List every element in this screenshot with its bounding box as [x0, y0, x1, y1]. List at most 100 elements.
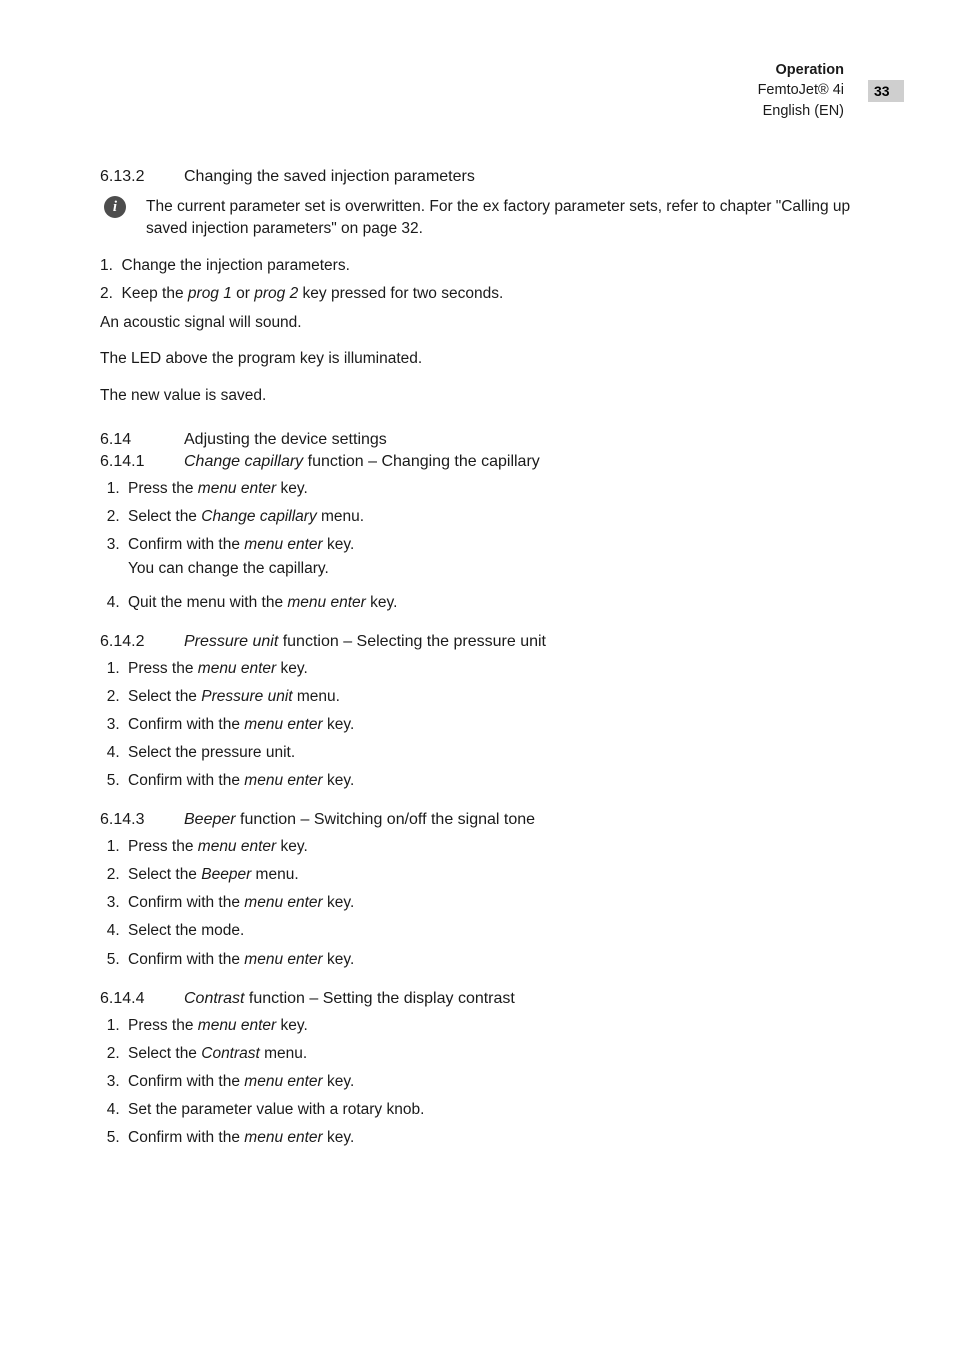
- list-item: Press the menu enter key.: [124, 477, 874, 501]
- t: menu enter: [198, 1017, 276, 1034]
- list-item: Quit the menu with the menu enter key.: [124, 591, 874, 615]
- led-line: The LED above the program key is illumin…: [100, 348, 874, 370]
- list-item: Confirm with the menu enter key.: [124, 713, 874, 737]
- t: menu.: [260, 1045, 307, 1062]
- heading-text: Contrast function – Setting the display …: [184, 990, 515, 1008]
- step-line-2: 2. Keep the prog 1 or prog 2 key pressed…: [100, 283, 874, 305]
- t: Select the: [128, 866, 201, 883]
- t: Confirm with the: [128, 772, 244, 789]
- saved-line: The new value is saved.: [100, 385, 874, 407]
- heading-num: 6.13.2: [100, 168, 156, 186]
- heading-italic: Pressure unit: [184, 633, 278, 650]
- t: key.: [323, 1073, 355, 1090]
- heading-text: Pressure unit function – Selecting the p…: [184, 633, 546, 651]
- list-item: Confirm with the menu enter key.: [124, 948, 874, 972]
- list-item: Press the menu enter key.: [124, 1014, 874, 1038]
- heading-rest: function – Changing the capillary: [303, 453, 540, 470]
- heading-6-14-4: 6.14.4 Contrast function – Setting the d…: [100, 990, 874, 1008]
- t: menu enter: [244, 772, 322, 789]
- heading-italic: Contrast: [184, 990, 244, 1007]
- step1-text: Change the injection parameters.: [122, 257, 350, 274]
- t: Confirm with the: [128, 716, 244, 733]
- step2-b: key pressed for two seconds.: [298, 285, 503, 302]
- t: menu enter: [287, 594, 365, 611]
- heading-text: Change capillary function – Changing the…: [184, 453, 540, 471]
- t: Press the: [128, 660, 198, 677]
- t: Confirm with the: [128, 1073, 244, 1090]
- heading-num: 6.14: [100, 431, 156, 449]
- page-header: Operation FemtoJet® 4i English (EN) 33: [100, 60, 874, 150]
- steps-6-14-1: Press the menu enter key. Select the Cha…: [100, 477, 874, 615]
- t: key.: [276, 480, 308, 497]
- list-item: Select the Pressure unit menu.: [124, 685, 874, 709]
- heading-text: Changing the saved injection parameters: [184, 168, 475, 186]
- list-item: Confirm with the menu enter key.: [124, 891, 874, 915]
- t: key.: [276, 1017, 308, 1034]
- t: key.: [323, 894, 355, 911]
- t: Confirm with the: [128, 894, 244, 911]
- t: menu.: [251, 866, 298, 883]
- t: key.: [366, 594, 398, 611]
- t: Beeper: [201, 866, 251, 883]
- t: menu enter: [244, 716, 322, 733]
- t: Select the pressure unit.: [128, 744, 295, 761]
- t: Set the parameter value with a rotary kn…: [128, 1101, 424, 1118]
- step2-or: or: [232, 285, 254, 302]
- t: Select the: [128, 508, 201, 525]
- steps-6-14-2: Press the menu enter key. Select the Pre…: [100, 657, 874, 793]
- heading-text: Beeper function – Switching on/off the s…: [184, 811, 535, 829]
- steps-6-14-3: Press the menu enter key. Select the Bee…: [100, 835, 874, 971]
- step2-prog2: prog 2: [254, 285, 298, 302]
- list-item: Set the parameter value with a rotary kn…: [124, 1098, 874, 1122]
- list-item: Press the menu enter key.: [124, 657, 874, 681]
- heading-6-14-2: 6.14.2 Pressure unit function – Selectin…: [100, 633, 874, 651]
- heading-rest: function – Setting the display contrast: [244, 990, 514, 1007]
- t: Quit the menu with the: [128, 594, 287, 611]
- heading-text: Adjusting the device settings: [184, 431, 387, 449]
- list-item: Confirm with the menu enter key.: [124, 1070, 874, 1094]
- t: key.: [323, 951, 355, 968]
- t: menu enter: [198, 660, 276, 677]
- page-number-tab: 33: [868, 80, 904, 102]
- t: key.: [323, 1129, 355, 1146]
- list-item: Confirm with the menu enter key.: [124, 1126, 874, 1150]
- acoustic-line: An acoustic signal will sound.: [100, 312, 874, 334]
- t: Confirm with the: [128, 1129, 244, 1146]
- heading-6-13-2: 6.13.2 Changing the saved injection para…: [100, 168, 874, 186]
- t: menu.: [317, 508, 364, 525]
- t: Confirm with the: [128, 951, 244, 968]
- t: You can change the capillary.: [128, 560, 329, 577]
- t: key.: [276, 660, 308, 677]
- heading-6-14-1: 6.14.1 Change capillary function – Chang…: [100, 453, 874, 471]
- list-item: Press the menu enter key.: [124, 835, 874, 859]
- t: Confirm with the: [128, 536, 244, 553]
- t: menu enter: [244, 1073, 322, 1090]
- info-callout: i The current parameter set is overwritt…: [100, 196, 874, 241]
- t: Select the: [128, 1045, 201, 1062]
- t: key.: [323, 772, 355, 789]
- header-product: FemtoJet® 4i: [758, 82, 844, 98]
- t: menu enter: [244, 894, 322, 911]
- heading-italic: Change capillary: [184, 453, 303, 470]
- heading-6-14-3: 6.14.3 Beeper function – Switching on/of…: [100, 811, 874, 829]
- heading-italic: Beeper: [184, 811, 236, 828]
- list-item: Select the Beeper menu.: [124, 863, 874, 887]
- step2-prog1: prog 1: [188, 285, 232, 302]
- list-item: Select the Contrast menu.: [124, 1042, 874, 1066]
- heading-num: 6.14.4: [100, 990, 156, 1008]
- t: Contrast: [201, 1045, 260, 1062]
- list-item: Select the pressure unit.: [124, 741, 874, 765]
- t: menu.: [293, 688, 340, 705]
- t: Press the: [128, 1017, 198, 1034]
- list-item: Select the mode.: [124, 919, 874, 943]
- info-text: The current parameter set is overwritten…: [146, 196, 874, 241]
- t: key.: [323, 716, 355, 733]
- manual-page: Operation FemtoJet® 4i English (EN) 33 6…: [0, 0, 954, 1220]
- t: menu enter: [244, 536, 322, 553]
- heading-rest: function – Switching on/off the signal t…: [236, 811, 535, 828]
- t: Pressure unit: [201, 688, 292, 705]
- t: key.: [276, 838, 308, 855]
- t: Change capillary: [201, 508, 316, 525]
- step2-a: Keep the: [122, 285, 188, 302]
- step-line-1: 1. Change the injection parameters.: [100, 255, 874, 277]
